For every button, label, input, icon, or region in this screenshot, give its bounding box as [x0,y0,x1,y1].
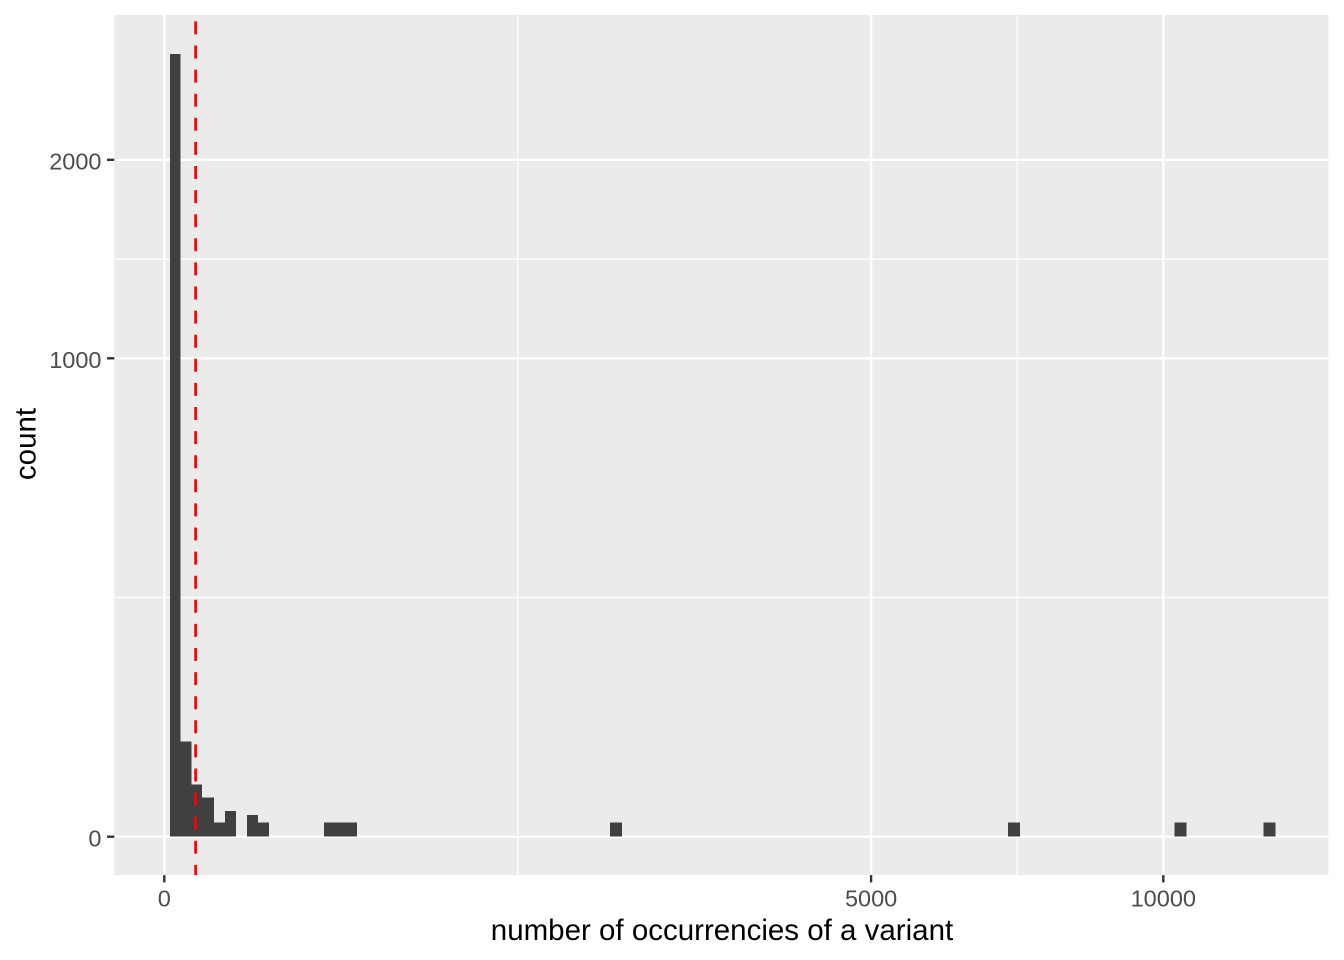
svg-text:1000: 1000 [49,347,101,373]
svg-text:0: 0 [158,885,171,911]
svg-text:count: count [9,408,42,480]
svg-text:5000: 5000 [845,885,897,911]
svg-text:10000: 10000 [1131,885,1196,911]
svg-text:number of occurrencies of a va: number of occurrencies of a variant [491,914,953,947]
svg-text:0: 0 [88,826,101,852]
svg-text:2000: 2000 [49,149,101,175]
